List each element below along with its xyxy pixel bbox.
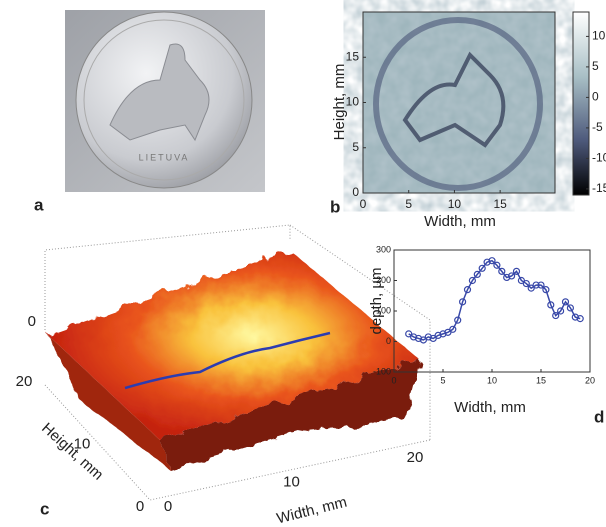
data-point [503,273,511,282]
box-edge [44,384,431,501]
data-point [552,311,560,320]
y-axis-label: Height, mm [38,420,106,484]
data-point [508,272,516,280]
y-axis-label: Height, mm [331,64,348,141]
y-tick-label: 0 [352,185,359,199]
heatmap-texture [363,12,555,193]
coin-text: LIETUVA [139,152,190,162]
y-tick-label: 0 [386,336,391,346]
data-point [483,258,491,266]
x-tick-label: 20 [407,449,424,466]
data-point [468,276,476,285]
panel-letter: a [34,195,44,214]
data-point [424,333,432,341]
colorbar-tick-label: -10 [592,151,606,165]
surface [48,250,420,440]
x-tick-label: 10 [283,473,300,490]
data-point [493,261,501,269]
data-point [463,286,472,294]
colorbar-tick-label: -15 [592,181,606,195]
data-point [566,304,575,312]
data-point [439,330,447,338]
x-tick-label: 0 [164,498,172,515]
box-edge [44,224,291,330]
y-tick-label: -100 [373,366,391,376]
data-point [522,279,530,288]
y-tick-label: 20 [16,373,33,390]
data-point [459,298,467,306]
y-tick-label: 15 [346,49,360,63]
y-tick-label: 300 [376,244,391,254]
y-tick-label: 100 [376,305,391,315]
y-tick-label: 0 [136,498,144,515]
colorbar-tick-label: 0 [592,90,599,104]
y-tick-label: 5 [352,140,359,154]
coin-rim [83,19,245,181]
y-tick-label: 10 [346,95,360,109]
colorbar-tick-label: 5 [592,59,599,73]
data-line [408,259,581,341]
relief [402,51,506,148]
colorbar-tick-label: -5 [592,120,603,134]
data-point [498,267,506,275]
data-point [537,281,545,289]
data-point [547,301,555,309]
x-axis-label: Width, mm [424,213,496,230]
coin-outline [373,17,543,191]
data-point [576,315,584,323]
x-tick-label: 15 [493,197,507,211]
data-point [542,286,550,294]
rider [109,43,210,142]
box-edge [289,224,431,440]
x-tick-label: 20 [585,375,595,385]
y-axis-label: depth, µm [368,267,385,334]
data-point [414,334,423,343]
data-point [488,257,496,265]
colorbar-tick-label: 10 [592,29,606,43]
colorbar [572,11,590,196]
data-point [449,325,457,333]
x-tick-label: 5 [440,375,445,385]
data-point [454,316,462,324]
x-tick-label: 10 [487,375,497,385]
x-axis-label: Width, mm [275,494,349,527]
data-point [561,298,570,306]
profile-line [124,331,331,390]
data-point [512,267,521,275]
x-axis-label: Width, mm [454,399,526,416]
x-tick-label: 10 [448,197,462,211]
data-point [478,264,486,272]
data-point [571,313,579,321]
x-tick-label: 15 [536,375,546,385]
data-point [556,307,565,315]
axes-box [362,11,556,194]
data-point [473,270,481,278]
surface-art [44,224,431,501]
data-point [434,331,442,339]
x-tick-label: 0 [391,375,396,385]
surface-side [160,360,420,470]
x-tick-label: 0 [360,197,367,211]
data-point [532,281,540,289]
surface-side [48,335,170,470]
panel-letter: b [330,197,340,216]
y-tick-label: 200 [376,275,391,285]
data-point [410,333,418,341]
z-tick-label: 0 [28,313,36,330]
panel-a: LIETUVA a [34,10,265,214]
x-tick-label: 5 [405,197,412,211]
panel-letter: d [594,407,604,426]
y-tick-label: 10 [74,435,91,452]
panel-letter: c [40,499,49,518]
